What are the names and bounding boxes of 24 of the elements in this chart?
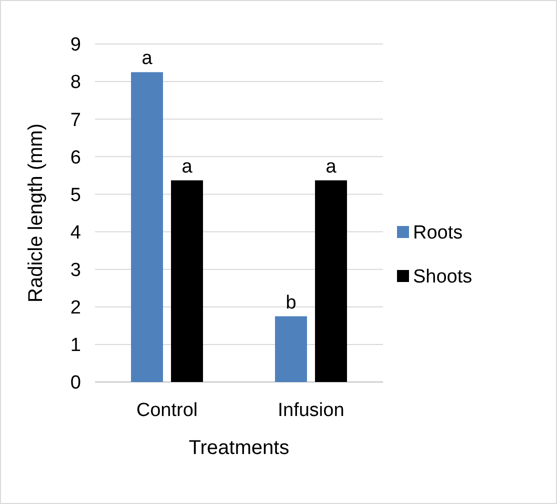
bar	[275, 316, 307, 382]
legend-label: Shoots	[413, 266, 472, 288]
bar	[131, 72, 163, 382]
y-tick-label: 5	[70, 184, 81, 206]
y-tick-label: 3	[70, 260, 81, 281]
data-label: a	[142, 48, 153, 70]
bar	[171, 180, 203, 382]
data-label: a	[326, 156, 337, 178]
bar	[315, 180, 347, 382]
legend-label: Roots	[413, 222, 463, 244]
y-tick-label: 8	[70, 72, 81, 94]
y-tick-label: 4	[70, 222, 82, 244]
x-tick-label: Control	[136, 400, 198, 421]
y-tick-label: 2	[70, 298, 81, 319]
x-axis-title: Treatments	[188, 437, 290, 459]
y-tick-label: 9	[70, 34, 81, 56]
data-label: a	[182, 156, 193, 178]
y-axis-title: Radicle length (mm)	[25, 124, 47, 302]
y-tick-label: 0	[70, 372, 81, 394]
y-tick-label: 7	[70, 110, 81, 131]
x-tick-label: Infusion	[278, 400, 344, 421]
data-label: b	[286, 292, 296, 314]
y-tick-label: 1	[70, 335, 81, 356]
y-tick-label: 6	[70, 147, 81, 168]
